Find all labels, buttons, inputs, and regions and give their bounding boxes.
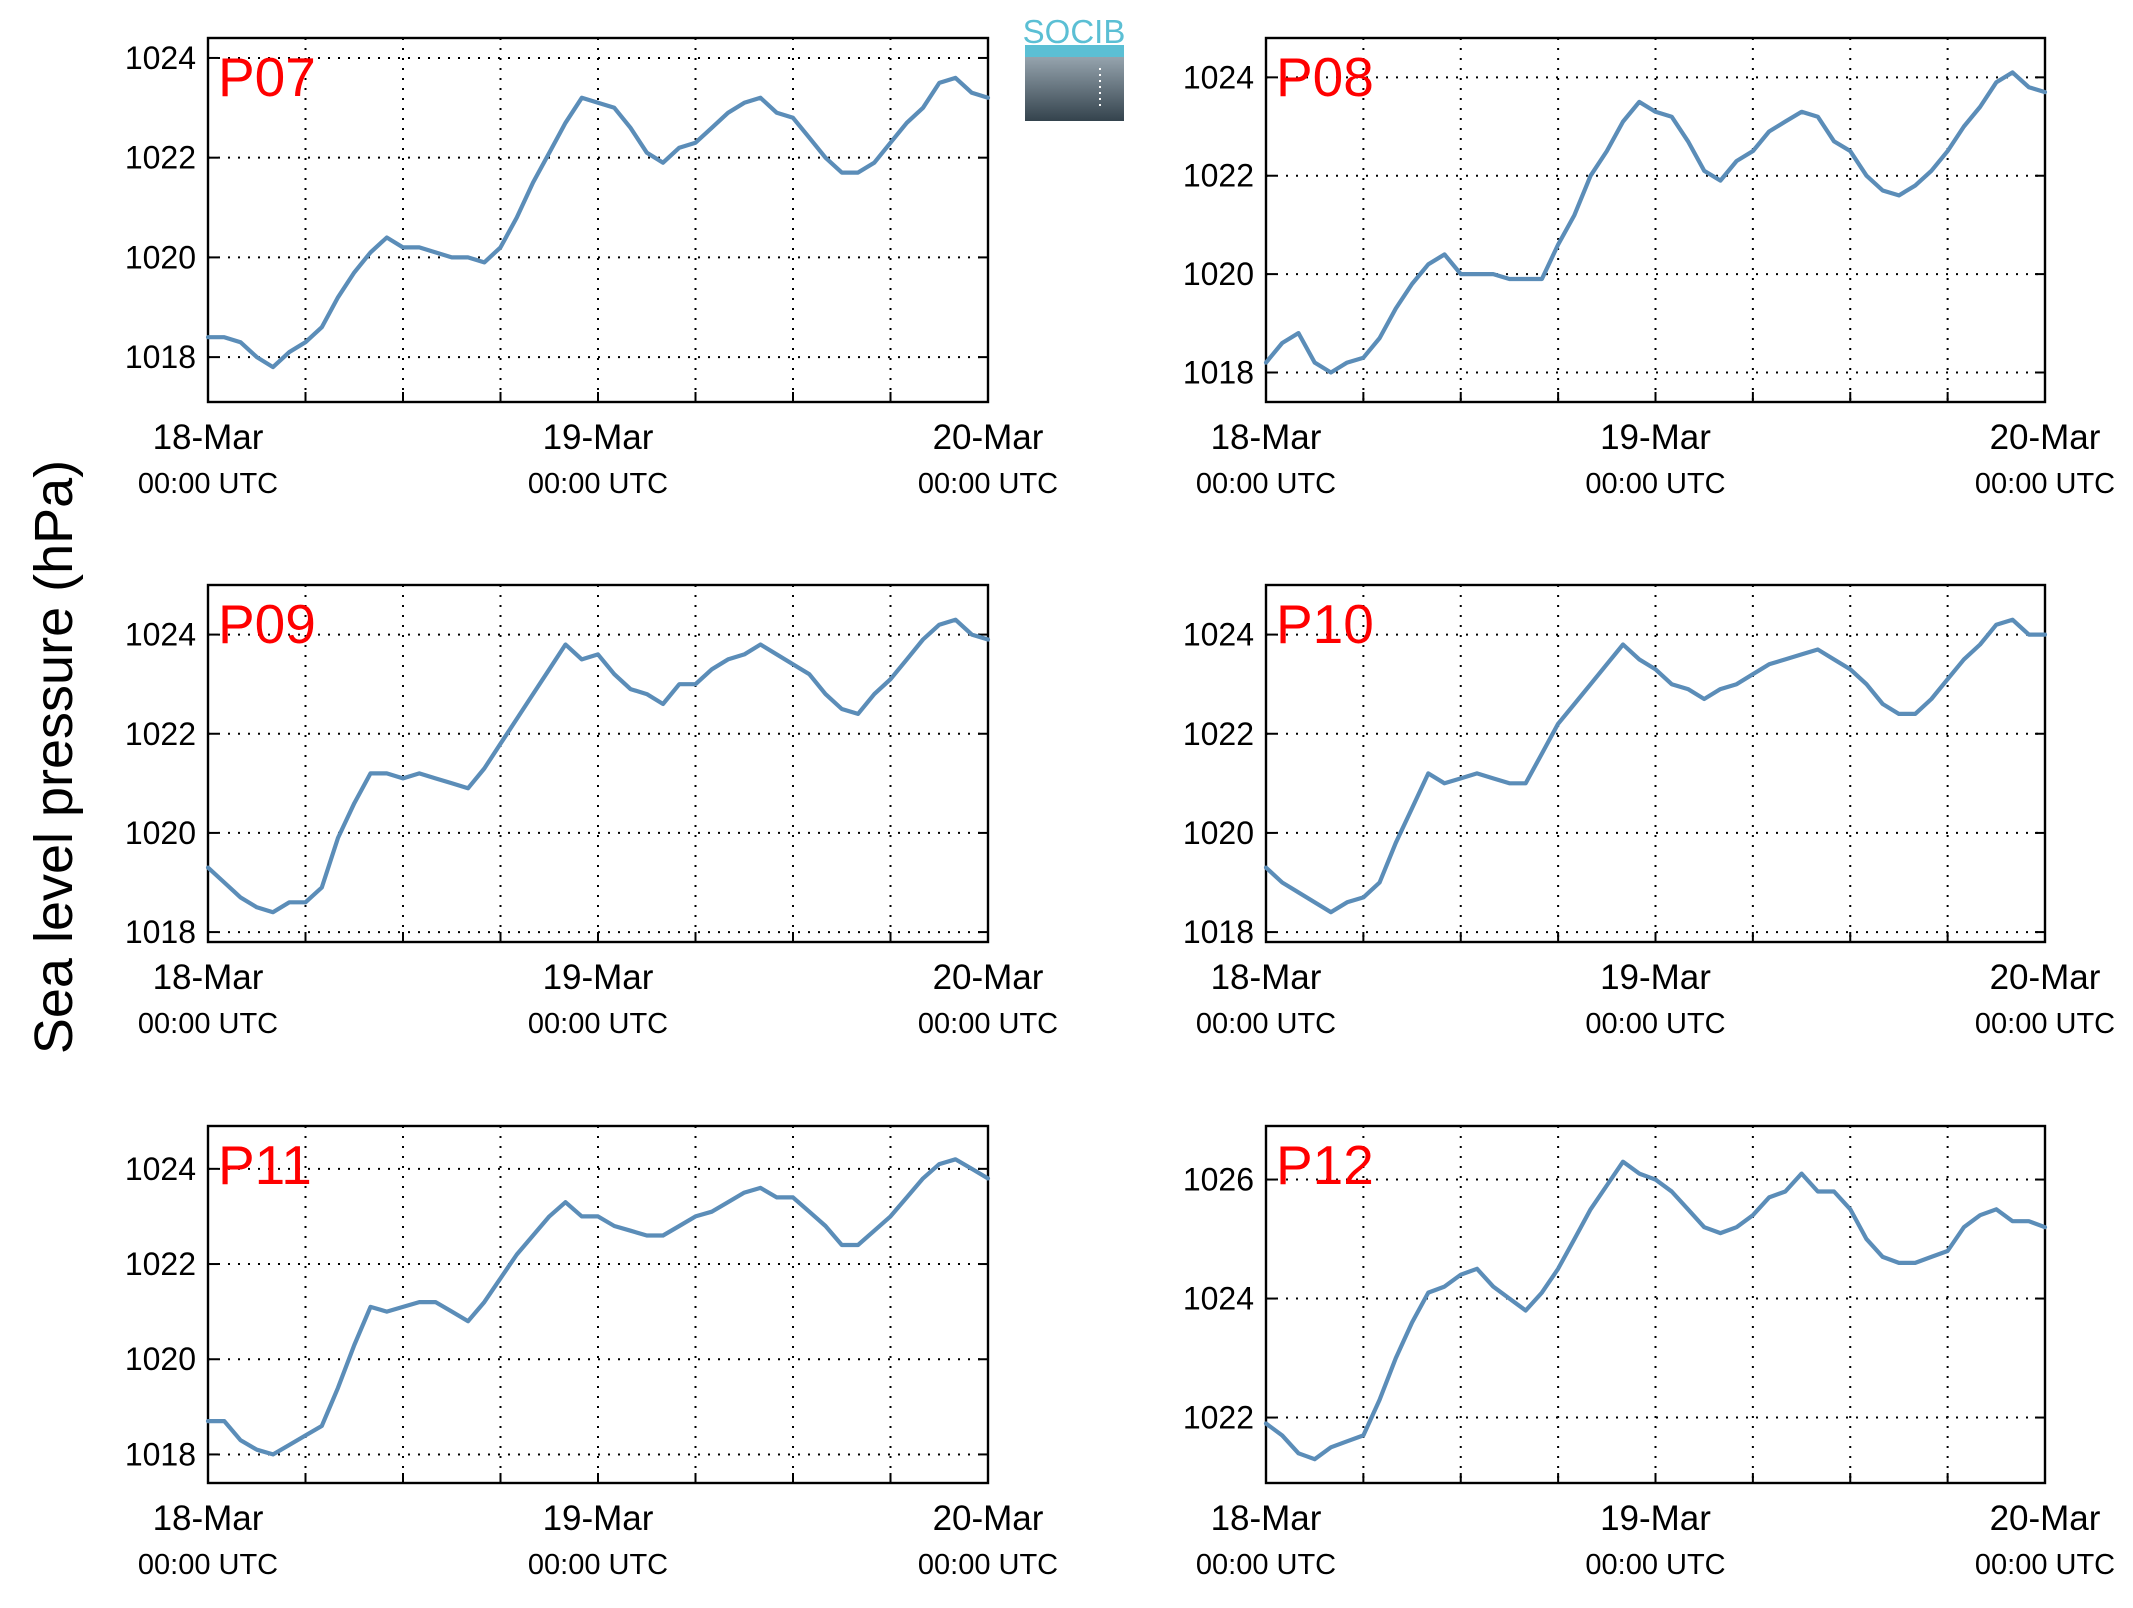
x-tick-label-time: 00:00 UTC bbox=[1196, 1008, 1336, 1040]
x-tick-label-time: 00:00 UTC bbox=[138, 1549, 278, 1581]
x-tick-label-date: 19-Mar bbox=[543, 1499, 654, 1538]
chart-panel-p09: 1018 1020 1022 1024 18-Mar 00:00 UTC 19-Mar 00:… bbox=[125, 583, 1058, 1040]
x-tick-label-date: 18-Mar bbox=[1211, 418, 1322, 457]
x-tick-label-date: 19-Mar bbox=[543, 958, 654, 997]
y-tick-label: 1024 bbox=[1183, 59, 1254, 95]
y-tick-label: 1024 bbox=[125, 40, 196, 76]
panel-label: P12 bbox=[1276, 1134, 1374, 1196]
x-tick-label-date: 18-Mar bbox=[153, 958, 264, 997]
chart-panel-p12: 1022 1024 1026 18-Mar 00:00 UTC 19-Mar 00:00 U… bbox=[1183, 1124, 2115, 1581]
series-line-p08 bbox=[1263, 70, 2048, 375]
y-tick-label: 1022 bbox=[1183, 1400, 1254, 1436]
x-tick-label-time: 00:00 UTC bbox=[528, 1008, 668, 1040]
y-tick-label: 1020 bbox=[125, 1341, 196, 1377]
plot-frame bbox=[1264, 583, 2047, 944]
x-tick-label-date: 20-Mar bbox=[1990, 1499, 2101, 1538]
x-tick-label-time: 00:00 UTC bbox=[528, 1549, 668, 1581]
series-line-p10 bbox=[1263, 617, 2048, 915]
x-tick-label-time: 00:00 UTC bbox=[1975, 1549, 2115, 1581]
plot-frame bbox=[206, 583, 990, 944]
x-tick-label-date: 18-Mar bbox=[153, 418, 264, 457]
logo-text: SOCIB bbox=[1023, 13, 1126, 50]
chart-panel-p10: 1018 1020 1022 1024 18-Mar 00:00 UTC 19-Mar 00:… bbox=[1183, 583, 2115, 1040]
y-tick-label: 1024 bbox=[125, 1151, 196, 1187]
chart-panel-p07: 1018 1020 1022 1024 18-Mar 00:00 UTC 19-Mar 00:… bbox=[125, 36, 1058, 500]
series-line-p07 bbox=[205, 75, 991, 370]
x-tick-label-date: 20-Mar bbox=[1990, 418, 2101, 457]
x-tick-label-date: 19-Mar bbox=[1600, 418, 1711, 457]
x-tick-label-time: 00:00 UTC bbox=[1585, 468, 1725, 500]
series-line-p09 bbox=[205, 617, 991, 915]
x-tick-label-date: 20-Mar bbox=[933, 1499, 1044, 1538]
y-tick-label: 1026 bbox=[1183, 1162, 1254, 1198]
y-tick-label: 1018 bbox=[125, 1436, 196, 1472]
y-tick-label: 1020 bbox=[1183, 815, 1254, 851]
chart-panel-p08: 1018 1020 1022 1024 18-Mar 00:00 UTC 19-Mar 00:… bbox=[1183, 36, 2115, 500]
panel-label: P08 bbox=[1276, 46, 1374, 108]
x-tick-label-time: 00:00 UTC bbox=[1975, 468, 2115, 500]
x-tick-label-time: 00:00 UTC bbox=[1585, 1549, 1725, 1581]
panel-label: P10 bbox=[1276, 593, 1374, 655]
x-tick-label-date: 19-Mar bbox=[543, 418, 654, 457]
logo-block bbox=[1025, 54, 1124, 121]
series-line-p11 bbox=[205, 1157, 991, 1457]
panel-label: P09 bbox=[218, 593, 316, 655]
y-tick-label: 1018 bbox=[1183, 914, 1254, 950]
plot-frame bbox=[206, 1124, 990, 1485]
y-tick-label: 1022 bbox=[125, 140, 196, 176]
y-tick-label: 1022 bbox=[125, 716, 196, 752]
y-tick-label: 1018 bbox=[125, 914, 196, 950]
x-tick-label-time: 00:00 UTC bbox=[1975, 1008, 2115, 1040]
x-tick-label-date: 18-Mar bbox=[1211, 1499, 1322, 1538]
y-tick-label: 1022 bbox=[1183, 716, 1254, 752]
x-tick-label-time: 00:00 UTC bbox=[1585, 1008, 1725, 1040]
plot-frame bbox=[1264, 36, 2047, 404]
x-tick-label-date: 19-Mar bbox=[1600, 1499, 1711, 1538]
x-tick-label-date: 18-Mar bbox=[1211, 958, 1322, 997]
series-line-p12 bbox=[1263, 1159, 2048, 1462]
x-tick-label-time: 00:00 UTC bbox=[918, 468, 1058, 500]
x-tick-label-time: 00:00 UTC bbox=[138, 1008, 278, 1040]
y-tick-label: 1024 bbox=[1183, 1281, 1254, 1317]
y-tick-label: 1018 bbox=[125, 339, 196, 375]
x-tick-label-date: 19-Mar bbox=[1600, 958, 1711, 997]
x-tick-label-time: 00:00 UTC bbox=[1196, 468, 1336, 500]
plot-frame bbox=[1264, 1124, 2047, 1485]
socib-logo: SOCIB bbox=[1023, 13, 1126, 121]
y-tick-label: 1024 bbox=[1183, 617, 1254, 653]
x-tick-label-time: 00:00 UTC bbox=[1196, 1549, 1336, 1581]
x-tick-label-date: 20-Mar bbox=[933, 418, 1044, 457]
x-tick-label-date: 18-Mar bbox=[153, 1499, 264, 1538]
y-tick-label: 1020 bbox=[1183, 256, 1254, 292]
y-axis-label: Sea level pressure (hPa) bbox=[24, 460, 84, 1054]
y-tick-label: 1024 bbox=[125, 617, 196, 653]
x-tick-label-time: 00:00 UTC bbox=[918, 1549, 1058, 1581]
panels: 1018 1020 1022 1024 18-Mar 00:00 UTC 19-Mar 00:… bbox=[125, 36, 2115, 1581]
logo-wave bbox=[1025, 45, 1124, 57]
panel-label: P07 bbox=[218, 46, 316, 108]
x-tick-label-time: 00:00 UTC bbox=[528, 468, 668, 500]
y-tick-label: 1020 bbox=[125, 239, 196, 275]
chart-panel-p11: 1018 1020 1022 1024 18-Mar 00:00 UTC 19-Mar 00:… bbox=[125, 1124, 1058, 1581]
panel-label: P11 bbox=[218, 1134, 312, 1196]
y-tick-label: 1018 bbox=[1183, 354, 1254, 390]
x-tick-label-time: 00:00 UTC bbox=[918, 1008, 1058, 1040]
x-tick-label-date: 20-Mar bbox=[933, 958, 1044, 997]
x-tick-label-date: 20-Mar bbox=[1990, 958, 2101, 997]
y-tick-label: 1020 bbox=[125, 815, 196, 851]
plot-frame bbox=[206, 36, 990, 404]
y-tick-label: 1022 bbox=[1183, 158, 1254, 194]
x-tick-label-time: 00:00 UTC bbox=[138, 468, 278, 500]
y-tick-label: 1022 bbox=[125, 1246, 196, 1282]
